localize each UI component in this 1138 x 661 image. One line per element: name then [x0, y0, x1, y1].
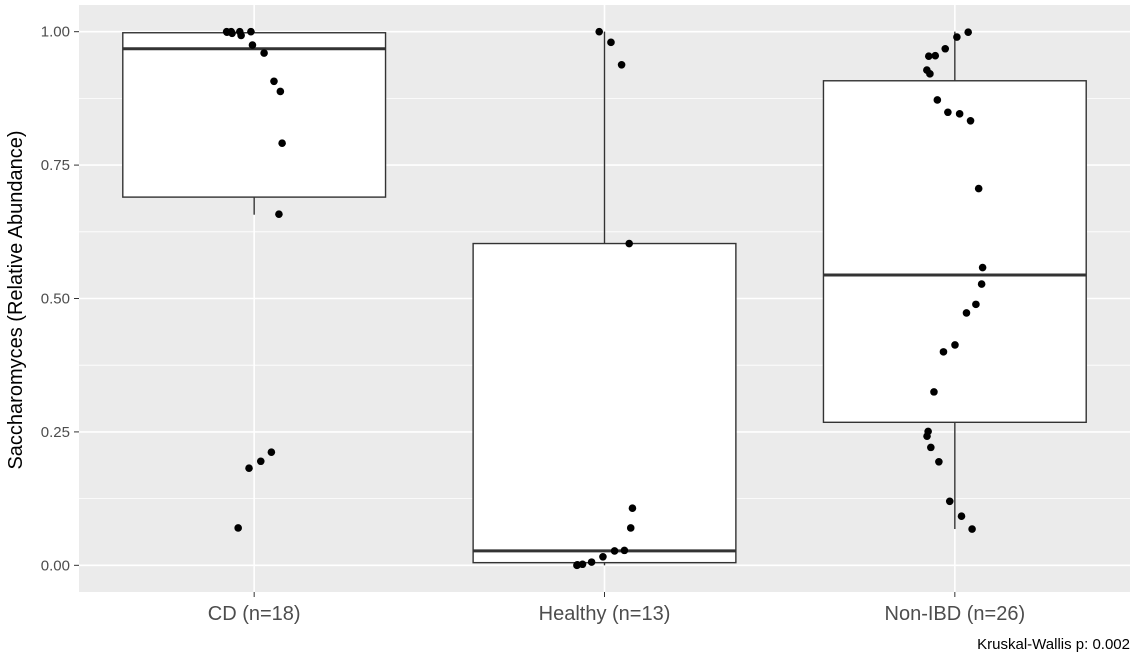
box-iqr [122, 32, 387, 198]
y-axis-title: Saccharomyces (Relative Abundance) [5, 130, 27, 469]
data-point [933, 96, 942, 104]
data-point [610, 547, 619, 555]
box-iqr [822, 80, 1087, 424]
data-point [595, 27, 604, 36]
data-point [234, 524, 242, 532]
data-point [951, 341, 959, 349]
data-point [620, 546, 629, 555]
data-point [599, 552, 607, 561]
data-point [931, 51, 940, 60]
box-2 [472, 31, 737, 566]
data-point [276, 87, 285, 96]
data-point [964, 28, 972, 37]
data-point [930, 388, 938, 396]
data-point [607, 38, 615, 47]
data-point [968, 525, 976, 533]
data-point [927, 443, 935, 452]
x-category-label: Non-IBD (n=26) [885, 603, 1026, 625]
y-tick-label: 1.00 [41, 24, 70, 41]
box-3 [822, 31, 1087, 530]
data-point [977, 280, 986, 288]
data-point [617, 60, 626, 69]
data-point [278, 139, 286, 148]
data-point [955, 110, 964, 118]
data-point [924, 52, 933, 61]
data-point [573, 561, 581, 570]
x-category-label: CD (n=18) [208, 603, 301, 625]
y-tick-label: 0.75 [41, 157, 70, 174]
data-point [972, 300, 980, 309]
data-point [275, 210, 283, 218]
data-point [245, 464, 253, 472]
data-point [957, 512, 966, 521]
data-point [941, 44, 950, 53]
data-point [923, 432, 931, 440]
data-point [626, 524, 635, 532]
data-point [248, 41, 257, 49]
data-point [270, 77, 278, 86]
data-point [945, 497, 954, 506]
data-point [256, 457, 265, 466]
data-point [944, 108, 952, 117]
data-point [267, 448, 276, 456]
data-point [974, 184, 983, 193]
box-1 [122, 31, 387, 215]
data-point [935, 457, 943, 466]
data-point [625, 239, 633, 248]
data-point [587, 558, 596, 566]
data-point [926, 70, 934, 78]
data-point [260, 49, 268, 57]
box-iqr [472, 242, 737, 564]
y-tick-label: 0.25 [41, 424, 70, 441]
data-point [247, 27, 255, 36]
data-point [966, 116, 975, 125]
data-point [962, 309, 971, 317]
data-point [628, 504, 637, 513]
data-point [939, 348, 948, 356]
y-tick-label: 0.00 [41, 557, 70, 574]
data-point [237, 31, 245, 40]
data-point [228, 29, 236, 38]
data-point [978, 263, 987, 272]
x-category-label: Healthy (n=13) [539, 603, 671, 625]
y-tick-label: 0.50 [41, 291, 70, 308]
data-point [953, 33, 961, 41]
significance-caption: Kruskal-Wallis p: 0.002 [977, 636, 1130, 653]
